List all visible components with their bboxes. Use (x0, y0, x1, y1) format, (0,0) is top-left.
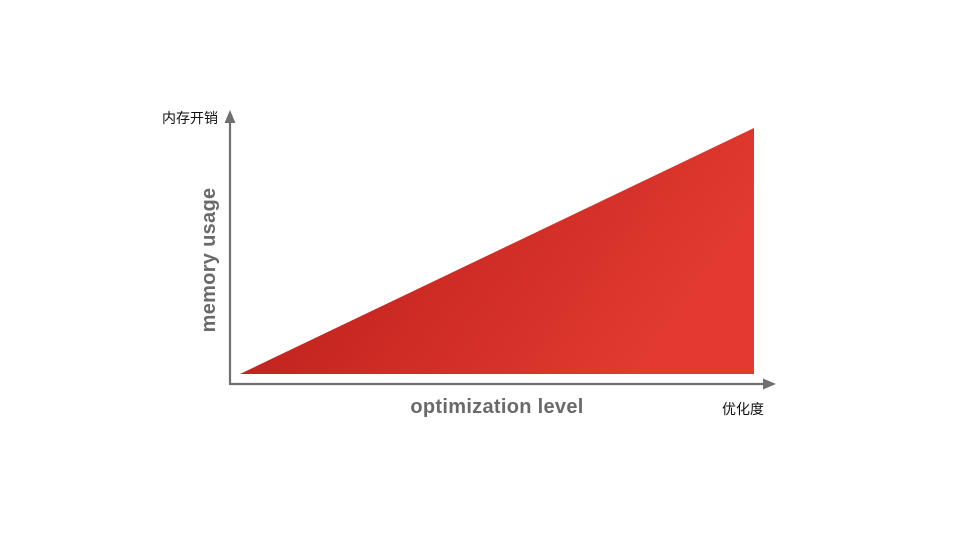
x-axis-title: optimization level (410, 396, 583, 418)
x-axis-subtitle: 优化度 (722, 402, 764, 418)
y-axis-arrowhead (224, 110, 236, 123)
y-axis-subtitle: 内存开销 (162, 111, 218, 127)
x-axis-arrowhead (763, 378, 776, 390)
memory-growth-area (240, 128, 754, 374)
y-axis-title: memory usage (198, 188, 220, 333)
